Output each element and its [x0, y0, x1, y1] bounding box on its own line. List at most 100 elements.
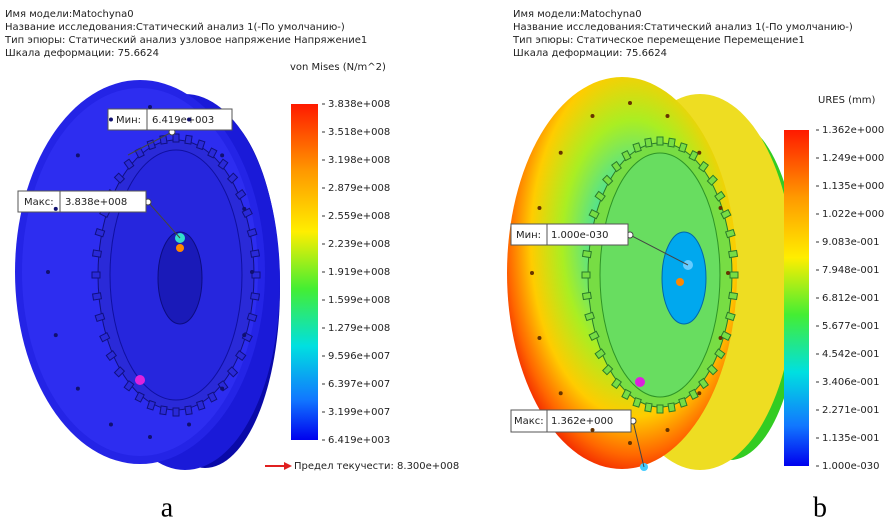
- model-a: [15, 80, 280, 470]
- bolt-hole: [187, 422, 191, 426]
- header-line: Тип эпюры: Статическое перемещение Перем…: [512, 35, 805, 46]
- min-value: 1.000e-030: [551, 230, 608, 241]
- tooth: [582, 292, 591, 299]
- tooth: [645, 138, 652, 147]
- header-line: Тип эпюры: Статический анализ узловое на…: [4, 35, 367, 46]
- bolt-hole: [697, 151, 701, 155]
- tooth: [185, 135, 192, 144]
- bolt-hole: [242, 207, 246, 211]
- scale-label: 2.559e+008: [328, 211, 390, 222]
- bolt-hole: [109, 118, 113, 122]
- tooth: [730, 272, 738, 278]
- scale-label: 1.022e+000: [822, 209, 884, 220]
- tooth: [582, 272, 590, 278]
- bolt-hole: [242, 333, 246, 337]
- legend-title: von Mises (N/m^2): [290, 62, 386, 73]
- bolt-hole: [46, 270, 50, 274]
- scale-label: 1.919e+008: [328, 267, 390, 278]
- min-label: Мин:: [116, 115, 141, 126]
- bolt-hole: [726, 271, 730, 275]
- bolt-hole: [76, 153, 80, 157]
- bolt-hole: [559, 391, 563, 395]
- scale-label: 3.406e-001: [822, 377, 879, 388]
- min-value: 6.419e+003: [152, 115, 214, 126]
- header-line: Шкала деформации: 75.6624: [513, 48, 667, 59]
- colorbar: [784, 130, 809, 466]
- yield-arrowhead: [284, 462, 292, 470]
- max-label: Макс:: [514, 416, 544, 427]
- bolt-hole: [666, 428, 670, 432]
- scale-label: 9.596e+007: [328, 351, 390, 362]
- bolt-hole: [719, 336, 723, 340]
- tooth: [173, 134, 179, 142]
- tooth: [185, 406, 192, 415]
- scale-label: 1.135e-001: [822, 433, 879, 444]
- tooth: [668, 138, 675, 147]
- scale-label: 5.677e-001: [822, 321, 879, 332]
- tooth: [729, 292, 738, 299]
- scale-label: 7.948e-001: [822, 265, 879, 276]
- max-value: 3.838e+008: [65, 197, 127, 208]
- bolt-hole: [109, 422, 113, 426]
- scale-label: 3.199e+007: [328, 407, 390, 418]
- bolt-hole: [530, 271, 534, 275]
- bolt-hole: [187, 118, 191, 122]
- bolt-hole: [250, 270, 254, 274]
- tooth: [251, 250, 260, 257]
- scale-label: 2.239e+008: [328, 239, 390, 250]
- bolt-hole: [697, 391, 701, 395]
- header-line: Имя модели:Matochyna0: [5, 9, 134, 20]
- bolt-hole: [628, 101, 632, 105]
- caption: a: [161, 492, 174, 523]
- scale-label: 1.362e+000: [822, 125, 884, 136]
- scale-label: 1.599e+008: [328, 295, 390, 306]
- scale-label: 1.279e+008: [328, 323, 390, 334]
- scale-label: 6.812e-001: [822, 293, 879, 304]
- scale-label: 3.198e+008: [328, 155, 390, 166]
- figure: Мин: 6.419e+003 Макс: 3.838e+008 Мин: 1.…: [0, 0, 890, 529]
- header-line: Имя модели:Matochyna0: [513, 9, 642, 20]
- tooth: [160, 406, 167, 415]
- scale-label: 4.542e-001: [822, 349, 879, 360]
- tooth: [582, 250, 591, 257]
- scale-label: 1.000e-030: [822, 461, 879, 472]
- scale-label: 1.135e+000: [822, 181, 884, 192]
- scale-label: 9.083e-001: [822, 237, 879, 248]
- tooth: [251, 293, 260, 300]
- bolt-hole: [54, 333, 58, 337]
- legend-title: URES (mm): [818, 95, 875, 106]
- scale-label: 1.249e+000: [822, 153, 884, 164]
- scale-label: 3.838e+008: [328, 99, 390, 110]
- bolt-hole: [220, 153, 224, 157]
- bolt-hole: [148, 105, 152, 109]
- bolt-hole: [148, 435, 152, 439]
- tooth: [657, 405, 663, 413]
- min-label: Мин:: [516, 230, 541, 241]
- tooth: [173, 408, 179, 416]
- bolt-hole: [54, 207, 58, 211]
- scale-label: 6.419e+003: [328, 435, 390, 446]
- bolt-hole: [590, 114, 594, 118]
- max-label: Макс:: [24, 197, 54, 208]
- bolt-hole: [537, 206, 541, 210]
- header-line: Название исследования:Статический анализ…: [513, 22, 853, 33]
- scale-label: 2.271e-001: [822, 405, 879, 416]
- scale-label: 3.518e+008: [328, 127, 390, 138]
- bolt-hole: [666, 114, 670, 118]
- yield-note: Предел текучести: 8.300e+008: [294, 461, 459, 472]
- bolt-hole: [537, 336, 541, 340]
- colorbar: [291, 104, 318, 440]
- header-line: Шкала деформации: 75.6624: [5, 48, 159, 59]
- tooth: [657, 137, 663, 145]
- max-value: 1.362e+000: [551, 416, 613, 427]
- tooth: [93, 293, 102, 300]
- bolt-hole: [719, 206, 723, 210]
- tooth: [92, 272, 100, 278]
- tooth: [645, 403, 652, 412]
- bolt-hole: [220, 387, 224, 391]
- bolt-hole: [628, 441, 632, 445]
- bolt-hole: [559, 151, 563, 155]
- scale-label: 6.397e+007: [328, 379, 390, 390]
- bolt-hole: [76, 387, 80, 391]
- tooth: [729, 250, 738, 257]
